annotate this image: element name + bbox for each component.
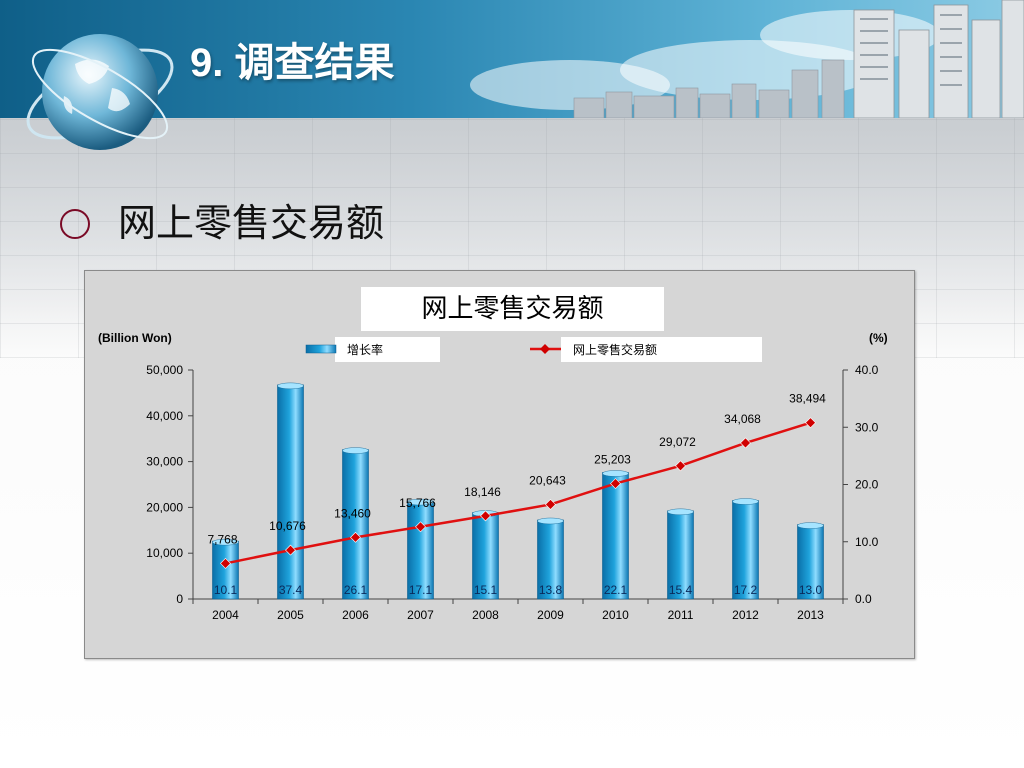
legend-label-sales: 网上零售交易额 [573,342,657,357]
slide-title: 9. 调查结果 [190,41,395,85]
bar-growth-rate [277,384,304,600]
line-data-label: 10,676 [269,519,306,533]
x-tick-label: 2013 [797,608,824,622]
bar-data-label: 10.1 [214,583,238,597]
bar-growth-rate [797,524,824,600]
bar-growth-rate [537,519,564,600]
x-tick-label: 2012 [732,608,759,622]
legend-line-marker [540,344,550,354]
bar-top-cap [602,470,629,477]
legend-item-line-bg [561,337,762,362]
right-axis-label: (%) [869,331,888,345]
bullet-text: 网上零售交易额 [118,201,385,245]
line-data-label: 38,494 [789,392,826,406]
series-line-sales [225,421,811,565]
x-tick-label: 2007 [407,608,434,622]
line-marker [805,417,816,429]
x-tick-label: 2008 [472,608,499,622]
bar-growth-rate [602,472,629,600]
line-data-label: 7,768 [207,532,237,546]
bar-growth-rate [732,500,759,600]
legend-bar-swatch [305,344,337,354]
line-data-label: 29,072 [659,435,696,449]
bar-data-label: 17.2 [734,583,758,597]
right-tick-label: 10.0 [855,535,879,549]
bar-growth-rate [342,449,369,600]
left-tick-label: 30,000 [146,455,183,469]
bar-top-cap [797,522,824,529]
line-marker [610,478,621,489]
bar-growth-rate [667,510,694,600]
line-marker [675,460,686,472]
x-tick-label: 2010 [602,608,629,622]
bar-data-label: 37.4 [279,583,303,597]
bar-growth-rate [472,512,499,600]
x-tick-label: 2006 [342,608,369,622]
bar-top-cap [537,517,564,525]
chart-title: 网上零售交易额 [361,287,664,331]
bar-top-cap [407,498,434,506]
line-marker [220,557,231,569]
left-tick-label: 0 [176,592,183,606]
bar-data-label: 15.4 [669,583,693,597]
chart-panel: 0 10,000 20,000 30,000 40,000 50,000 0.0 10.0 20… [84,270,915,659]
left-tick-label: 20,000 [146,500,183,514]
bar-top-cap [342,447,369,454]
line-data-label: 13,460 [334,506,371,520]
right-tick-label: 40.0 [855,363,879,377]
line-marker [415,521,426,533]
right-tick-label: 20.0 [855,478,879,492]
left-tick-label: 40,000 [146,409,183,423]
bar-growth-rate [212,540,239,600]
line-marker [350,531,361,543]
bar-data-label: 15.1 [474,583,498,597]
left-axis-label: (Billion Won) [98,331,172,345]
combo-chart: 0 10,000 20,000 30,000 40,000 50,000 0.0 10.0 20… [146,337,879,622]
bar-top-cap [212,538,239,546]
bar-data-label: 26.1 [344,583,368,597]
line-data-label: 34,068 [724,412,761,426]
left-tick-label: 10,000 [146,546,183,560]
line-data-label: 20,643 [529,473,566,487]
legend-item-bar-bg [335,337,440,362]
line-data-label: 18,146 [464,485,501,499]
x-tick-label: 2009 [537,608,564,622]
bar-top-cap [667,508,694,516]
bar-data-label: 13.8 [539,583,563,597]
legend-label-growth: 增长率 [347,342,383,357]
bar-data-label: 17.1 [409,583,433,597]
x-tick-label: 2011 [668,608,694,622]
x-tick-label: 2005 [277,608,304,622]
bar-top-cap [277,382,304,390]
line-marker [545,499,556,510]
globe-logo [20,14,180,174]
city-skyline-image [573,0,1024,118]
bar-data-label: 13.0 [799,583,823,597]
bar-top-cap [732,498,759,505]
bullet-circle-icon [60,208,90,239]
line-marker [285,544,296,556]
bar-data-label: 22.1 [604,583,628,597]
right-tick-label: 30.0 [855,420,879,434]
line-data-label: 25,203 [594,453,631,467]
line-data-label: 15,766 [399,496,436,510]
line-marker [740,437,751,449]
right-tick-label: 0.0 [855,592,872,606]
x-tick-label: 2004 [212,608,239,622]
left-tick-label: 50,000 [146,363,183,377]
line-marker [480,510,491,522]
bullet-item: 网上零售交易额 [60,192,384,247]
